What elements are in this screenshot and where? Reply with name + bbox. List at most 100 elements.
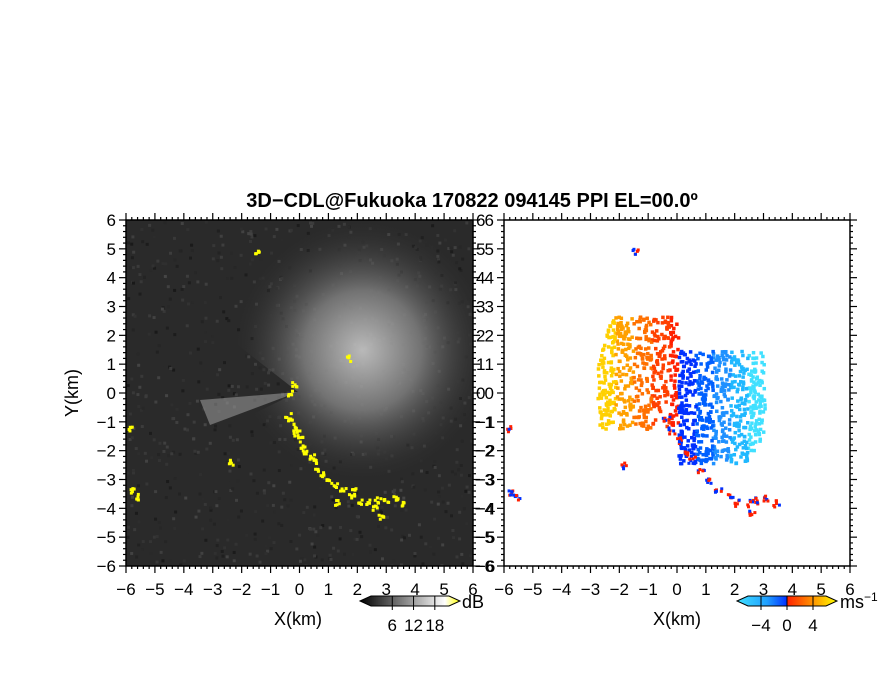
velocity-gate-positive bbox=[662, 354, 667, 358]
velocity-gate-positive bbox=[643, 328, 648, 332]
velocity-gate-negative bbox=[731, 411, 736, 416]
echo-point bbox=[129, 491, 133, 495]
velocity-gate-negative bbox=[741, 381, 746, 386]
noise-speckle bbox=[165, 326, 169, 330]
velocity-gate-negative bbox=[691, 446, 695, 451]
velocity-gate-edge bbox=[677, 442, 681, 446]
noise-speckle bbox=[214, 424, 218, 428]
noise-speckle bbox=[266, 549, 270, 553]
velocity-gate-edge bbox=[516, 498, 520, 502]
velocity-gate-positive bbox=[673, 373, 677, 377]
velocity-gate-positive bbox=[610, 349, 614, 354]
noise-speckle bbox=[144, 395, 148, 399]
velocity-gate-positive bbox=[659, 376, 663, 380]
velocity-gate-negative bbox=[721, 428, 725, 432]
x-tick-label: −4 bbox=[552, 580, 571, 599]
noise-speckle bbox=[269, 547, 273, 551]
velocity-gate-negative bbox=[727, 418, 732, 422]
velocity-gate-negative bbox=[714, 369, 719, 374]
velocity-gate-negative bbox=[730, 396, 734, 400]
noise-speckle bbox=[164, 496, 168, 500]
velocity-gate-negative bbox=[739, 432, 744, 437]
velocity-gate-negative bbox=[707, 403, 712, 407]
noise-speckle bbox=[196, 347, 200, 351]
velocity-gate-positive bbox=[608, 324, 612, 328]
noise-speckle bbox=[419, 535, 423, 539]
velocity-gate-negative bbox=[757, 378, 762, 383]
velocity-gate-negative bbox=[720, 435, 724, 440]
right-colorbar-unit-base: ms bbox=[840, 592, 864, 612]
velocity-gate-negative bbox=[720, 381, 725, 385]
velocity-gate-positive bbox=[596, 367, 601, 371]
noise-speckle bbox=[289, 540, 293, 544]
velocity-gate-negative bbox=[751, 361, 756, 366]
noise-speckle bbox=[190, 243, 194, 247]
velocity-gate-positive bbox=[646, 351, 650, 356]
velocity-gate-positive bbox=[671, 414, 676, 418]
velocity-gate-negative bbox=[752, 448, 756, 453]
velocity-gate-negative bbox=[758, 437, 763, 442]
colorbar-tick-label: −4 bbox=[751, 616, 770, 635]
velocity-gate-positive bbox=[602, 370, 607, 375]
noise-speckle bbox=[149, 268, 153, 272]
echo-point bbox=[401, 501, 405, 505]
velocity-gate-negative bbox=[754, 356, 759, 360]
velocity-gate-negative bbox=[708, 360, 712, 365]
velocity-gate-positive bbox=[626, 384, 631, 388]
echo-point bbox=[293, 383, 297, 387]
velocity-gate-negative bbox=[677, 384, 681, 388]
velocity-gate-negative bbox=[737, 362, 742, 367]
velocity-gate-negative bbox=[712, 394, 717, 398]
velocity-gate-edge bbox=[672, 429, 676, 433]
velocity-gate-negative bbox=[747, 399, 751, 404]
velocity-gate-edge bbox=[746, 503, 750, 507]
velocity-gate-positive bbox=[632, 322, 636, 326]
velocity-gate-positive bbox=[616, 329, 621, 333]
noise-speckle bbox=[137, 452, 141, 456]
velocity-gate-positive bbox=[665, 325, 669, 330]
velocity-gate-negative bbox=[732, 357, 737, 362]
noise-speckle bbox=[221, 396, 225, 400]
velocity-gate-negative bbox=[723, 448, 727, 452]
velocity-gate-negative bbox=[758, 383, 762, 388]
x-tick-label: −1 bbox=[638, 580, 657, 599]
velocity-gate-positive bbox=[672, 365, 677, 369]
velocity-gate-negative bbox=[760, 418, 764, 422]
velocity-gate-positive bbox=[672, 383, 677, 388]
velocity-gate-positive bbox=[628, 381, 633, 385]
velocity-gate-positive bbox=[626, 329, 631, 334]
echo-point bbox=[286, 394, 290, 398]
velocity-gate-positive bbox=[644, 335, 648, 339]
echo-point bbox=[374, 504, 378, 508]
velocity-gate-negative bbox=[743, 459, 748, 463]
velocity-gate-negative bbox=[683, 393, 688, 398]
velocity-gate-edge bbox=[509, 493, 513, 497]
velocity-gate-positive bbox=[609, 366, 614, 370]
velocity-gate-positive bbox=[628, 356, 633, 360]
velocity-gate-positive bbox=[656, 371, 660, 376]
velocity-gate-negative bbox=[744, 440, 749, 445]
echo-point bbox=[305, 449, 309, 453]
velocity-gate-negative bbox=[744, 452, 749, 457]
velocity-gate-negative bbox=[677, 406, 681, 411]
noise-speckle bbox=[145, 482, 149, 486]
velocity-gate-positive bbox=[655, 339, 660, 343]
velocity-gate-negative bbox=[723, 382, 728, 386]
velocity-gate-edge bbox=[679, 436, 683, 440]
noise-speckle bbox=[131, 313, 135, 317]
noise-speckle bbox=[216, 373, 220, 377]
noise-speckle bbox=[203, 502, 207, 506]
x-tick-label: 2 bbox=[353, 580, 362, 599]
y-tick-label: 3 bbox=[107, 298, 116, 317]
velocity-gate-negative bbox=[680, 433, 684, 437]
noise-speckle bbox=[286, 391, 290, 395]
velocity-gate-negative bbox=[761, 354, 765, 359]
noise-speckle bbox=[166, 480, 170, 484]
noise-speckle bbox=[137, 543, 141, 547]
noise-speckle bbox=[174, 510, 178, 514]
velocity-gate-edge bbox=[766, 499, 770, 503]
echo-point bbox=[312, 457, 316, 461]
echo-point bbox=[293, 434, 297, 438]
velocity-gate-edge bbox=[720, 487, 724, 491]
velocity-gate-positive bbox=[608, 386, 613, 391]
